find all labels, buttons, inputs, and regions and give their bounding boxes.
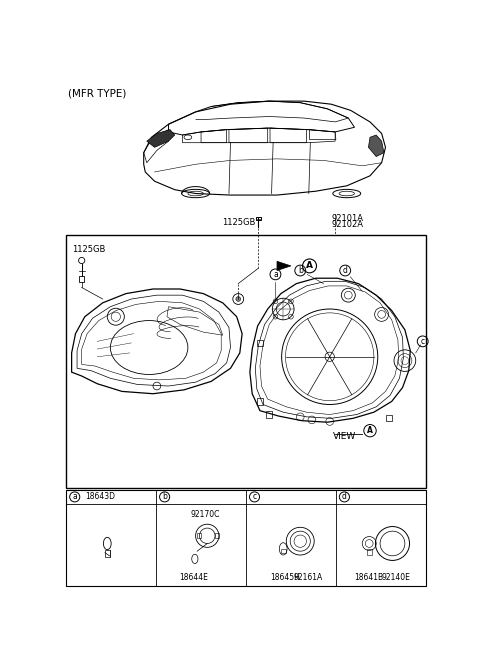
Bar	[266, 412, 272, 418]
Bar	[215, 534, 219, 538]
Text: 92101A: 92101A	[331, 213, 363, 223]
Text: d: d	[343, 266, 348, 275]
Bar	[257, 340, 263, 346]
Text: 18641B: 18641B	[355, 573, 384, 581]
Bar	[66, 235, 426, 488]
Polygon shape	[277, 261, 291, 271]
Polygon shape	[147, 129, 175, 147]
Text: 18645H: 18645H	[270, 573, 300, 581]
Text: A: A	[367, 426, 373, 435]
Text: 92170C: 92170C	[190, 510, 220, 519]
Text: VIEW: VIEW	[333, 432, 356, 441]
Bar	[66, 490, 426, 586]
Polygon shape	[369, 135, 384, 156]
Bar	[197, 534, 201, 538]
Text: c: c	[252, 493, 257, 501]
Bar	[256, 217, 261, 219]
Text: d: d	[342, 493, 347, 501]
Text: 18643D: 18643D	[85, 493, 116, 501]
Text: 18644E: 18644E	[179, 573, 208, 581]
Text: 92140E: 92140E	[382, 573, 411, 581]
Text: a: a	[72, 493, 77, 501]
Text: c: c	[420, 337, 425, 346]
Bar	[281, 549, 286, 554]
Bar	[257, 398, 263, 404]
Text: b: b	[162, 493, 167, 501]
Circle shape	[236, 297, 240, 301]
Text: 1125GB: 1125GB	[222, 217, 255, 227]
Text: (MFR TYPE): (MFR TYPE)	[68, 89, 126, 99]
Text: 1125GB: 1125GB	[72, 245, 105, 254]
Text: 92102A: 92102A	[331, 220, 363, 229]
Bar	[386, 415, 393, 422]
Bar	[367, 549, 372, 555]
Text: a: a	[273, 270, 278, 279]
Bar	[79, 276, 84, 282]
Text: b: b	[298, 266, 303, 275]
Text: A: A	[306, 261, 313, 271]
Text: 92161A: 92161A	[293, 573, 323, 581]
Bar	[105, 550, 109, 558]
